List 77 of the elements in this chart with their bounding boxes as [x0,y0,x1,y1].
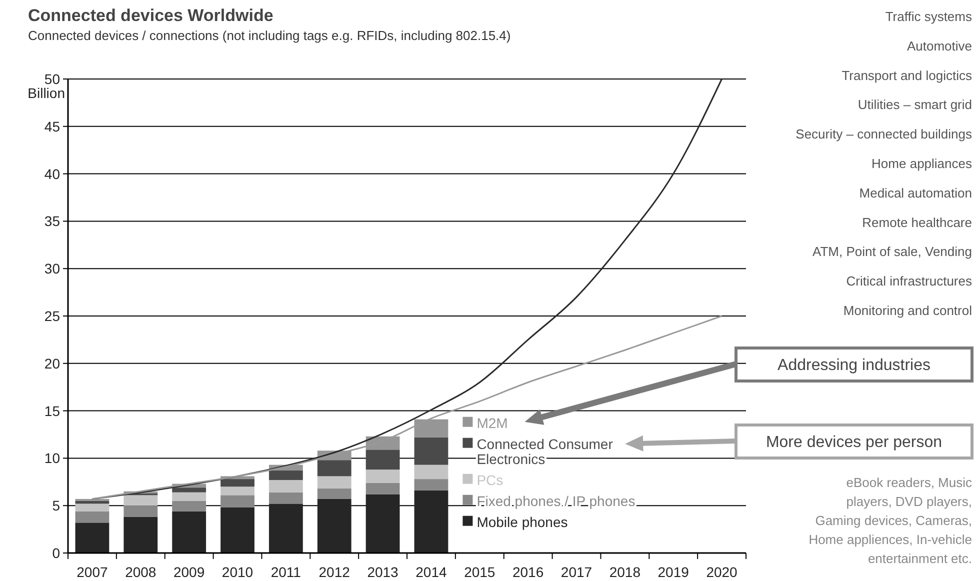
bar [220,495,254,508]
x-tick-label: 2011 [270,564,302,580]
bar [75,511,110,523]
bar [172,511,206,553]
bar [268,504,303,553]
chart-subtitle: Connected devices / connections (not including tags e.g. RFIDs, including 802.15.4) [28,28,511,43]
y-tick-label: 0 [52,545,60,561]
x-tick-label: 2020 [706,564,738,580]
x-tick-label: 2019 [658,564,690,580]
text: Critical infrastructures [846,274,972,289]
bar [172,492,206,501]
x-tick-label: 2013 [367,564,399,580]
y-tick-label: 40 [44,166,60,182]
legend-label: M2M [476,414,508,431]
text: More devices per person [766,434,942,451]
legend-label: PCs [476,472,504,488]
bar [268,492,303,504]
x-tick-label: 2010 [222,564,254,580]
bar [317,476,352,489]
bar [414,419,448,438]
text: Automotive [906,38,972,54]
y-tick-label: 15 [44,402,60,419]
bar [366,470,400,483]
legend-label: Mobile phones [476,514,568,530]
chart-title: Connected devices Worldwide [28,6,274,25]
y-tick-label: 45 [44,118,60,134]
y-tick-label: 20 [44,355,60,372]
text: Remote healthcare [862,214,972,230]
x-tick-label: 2015 [464,564,496,580]
y-tick-label: 5 [52,498,60,514]
bar [414,490,448,553]
legend-label: Fixed phones / IP phones [476,492,636,509]
bar [124,506,158,517]
bar [317,498,352,553]
y-tick-label: 50 [44,71,60,87]
x-tick-label: 2017 [560,564,592,580]
bar [268,480,303,492]
bar [366,450,400,470]
x-tick-label: 2014 [416,564,447,580]
bar [75,522,110,553]
bar [414,464,448,480]
bar [124,495,158,506]
x-tick-label: 2007 [76,564,108,580]
text: Traffic systems [885,9,972,24]
y-tick-label: 10 [44,450,60,466]
bar [172,488,206,492]
bar [172,500,206,512]
y-axis-title: Billion [28,85,65,101]
bar [366,482,400,494]
x-tick-label: 2008 [125,564,156,580]
x-tick-label: 2009 [173,564,205,580]
text: eBook readers, Music players, DVD players, Gaming devices, Cameras, Home appliences, In-vehicle entertainment etc. [808,475,972,566]
x-tick-label: 2018 [609,564,641,580]
bar [366,494,400,553]
text: Addressing industries [778,357,930,374]
bar [220,486,254,496]
text: Security – connected buildings [796,126,972,142]
bar [414,479,448,490]
text: Utilities – smart grid [858,97,972,112]
text: Medical automation [859,185,972,200]
text: Transport and logictics [842,68,972,83]
bar [220,507,254,553]
bar [317,460,352,476]
y-tick-label: 30 [44,260,60,277]
bar [220,479,254,487]
bar [268,470,303,480]
y-tick-label: 35 [44,213,60,230]
bar [124,516,158,553]
y-tick-label: 25 [44,308,60,324]
text: Monitoring and control [843,303,972,318]
bar [75,504,110,512]
bar [317,488,352,499]
text: ATM, Point of sale, Vending [812,244,972,260]
text: Home appliances [872,156,972,171]
x-tick-label: 2012 [318,564,350,580]
x-tick-label: 2016 [512,564,544,580]
bar [414,437,448,465]
